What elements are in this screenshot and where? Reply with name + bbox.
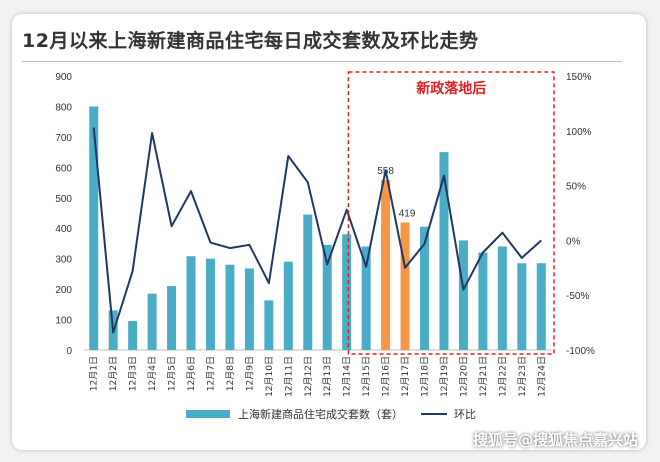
x-tick-label: 12月16日	[381, 356, 392, 397]
x-tick-label: 12月18日	[420, 356, 431, 397]
left-axis-tick-label: 400	[55, 224, 72, 235]
x-tick-label: 12月9日	[244, 356, 255, 391]
x-tick-label: 12月22日	[497, 356, 508, 397]
bar	[322, 244, 332, 350]
x-tick-label: 12月23日	[517, 356, 528, 397]
left-axis-tick-label: 300	[55, 255, 72, 266]
right-axis-tick-label: -100%	[566, 346, 595, 357]
legend-bar-swatch	[186, 410, 230, 418]
title-divider	[22, 61, 622, 62]
x-tick-label: 12月4日	[147, 356, 158, 391]
bar	[264, 300, 274, 350]
chart-title: 12月以来上海新建商品住宅每日成交套数及环比走势	[22, 30, 479, 52]
right-axis-tick-label: 100%	[566, 127, 592, 138]
x-tick-label: 12月1日	[89, 356, 100, 391]
bar	[458, 240, 468, 350]
left-axis-tick-label: 800	[55, 102, 72, 113]
left-axis-tick-label: 900	[55, 72, 72, 83]
x-tick-label: 12月8日	[225, 356, 236, 391]
bar	[361, 246, 371, 350]
x-tick-label: 12月3日	[128, 356, 139, 391]
x-tick-label: 12月7日	[205, 356, 216, 391]
left-axis-tick-label: 100	[55, 316, 72, 327]
bar	[381, 180, 391, 350]
legend-line-label: 环比	[454, 408, 476, 421]
left-axis-tick-label: 500	[55, 194, 72, 205]
bar	[303, 214, 313, 350]
bar	[517, 263, 527, 350]
bar	[205, 258, 215, 350]
x-tick-label: 12月10日	[264, 356, 275, 397]
right-axis-tick-label: -50%	[566, 291, 589, 302]
bar	[342, 234, 352, 350]
right-axis-tick-label: 50%	[566, 182, 586, 193]
bar	[400, 222, 410, 350]
bar	[147, 293, 157, 350]
watermark: 搜狐号@搜狐焦点嘉兴站	[472, 431, 638, 449]
legend-bar-label: 上海新建商品住宅成交套数（套）	[238, 407, 403, 421]
bar	[439, 152, 449, 350]
annotation-label: 新政落地后	[416, 80, 486, 97]
left-axis-tick-label: 0	[66, 346, 72, 357]
x-tick-label: 12月6日	[186, 356, 197, 391]
x-tick-label: 12月12日	[303, 356, 314, 397]
bar	[225, 264, 235, 350]
x-tick-label: 12月20日	[458, 356, 469, 397]
x-tick-label: 12月21日	[478, 356, 489, 397]
highlight-box	[347, 71, 555, 355]
bar	[89, 106, 99, 350]
x-tick-label: 12月13日	[322, 356, 333, 397]
left-axis-tick-label: 700	[55, 133, 72, 144]
bar	[536, 263, 546, 350]
bar	[167, 286, 177, 350]
bar	[497, 246, 507, 350]
right-axis-tick-label: 150%	[566, 72, 592, 83]
bar	[478, 252, 488, 350]
chart-card	[12, 14, 646, 450]
bar	[420, 226, 430, 350]
data-label: 419	[399, 208, 416, 219]
line-series	[92, 127, 542, 334]
x-tick-label: 12月24日	[536, 356, 547, 397]
x-tick-label: 12月15日	[361, 356, 372, 397]
bar	[128, 321, 138, 350]
right-axis-tick-label: 0%	[566, 236, 581, 247]
bar	[244, 268, 254, 350]
left-axis-tick-label: 200	[55, 285, 72, 296]
bar	[283, 261, 293, 350]
x-tick-label: 12月17日	[400, 356, 411, 397]
left-axis-tick-label: 600	[55, 163, 72, 174]
bar	[186, 256, 196, 350]
x-tick-label: 12月11日	[283, 356, 294, 397]
x-tick-label: 12月14日	[342, 356, 353, 397]
x-tick-label: 12月2日	[108, 356, 119, 391]
x-tick-label: 12月19日	[439, 356, 450, 397]
x-tick-label: 12月5日	[167, 356, 178, 391]
